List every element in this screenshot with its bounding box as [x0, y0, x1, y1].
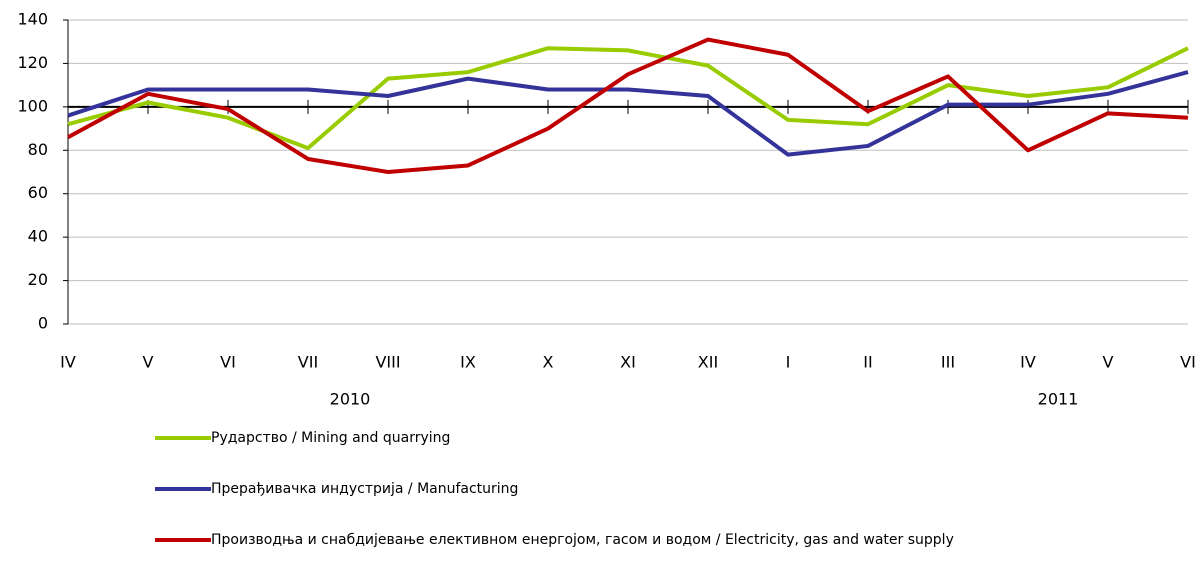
x-tick-label: II: [863, 353, 872, 372]
y-tick-label: 120: [17, 53, 48, 72]
x-tick-label: VI: [1180, 353, 1196, 372]
x-tick-label: X: [543, 353, 554, 372]
legend-item: Прерађивачка индустрија / Manufacturing: [155, 479, 1075, 499]
y-tick-label: 20: [28, 270, 48, 289]
x-tick-label: IX: [460, 353, 476, 372]
x-tick-label: XII: [698, 353, 718, 372]
y-tick-label: 100: [17, 96, 48, 115]
y-tick-label: 140: [17, 10, 48, 29]
legend-item: Рударство / Mining and quarrying: [155, 428, 1075, 448]
x-tick-label: XI: [620, 353, 636, 372]
x-tick-label: VIII: [375, 353, 400, 372]
legend-label: Рударство / Mining and quarrying: [211, 430, 451, 446]
x-tick-label: V: [1103, 353, 1114, 372]
legend-swatch: [155, 436, 211, 440]
series-line: [67, 37, 1189, 174]
x-tick-label: I: [786, 353, 791, 372]
x-tick-label: III: [941, 353, 955, 372]
legend-label: Прерађивачка индустрија / Manufacturing: [211, 481, 519, 497]
legend-item: Производња и снабдијевање елективном ене…: [155, 530, 1075, 550]
legend-swatch: [155, 538, 211, 542]
y-tick-label: 60: [28, 183, 48, 202]
x-tick-label: IV: [1020, 353, 1036, 372]
year-label: 2011: [1038, 390, 1079, 409]
year-label: 2010: [330, 390, 371, 409]
x-tick-label: V: [143, 353, 154, 372]
x-tick-label: VI: [220, 353, 236, 372]
series-line: [67, 70, 1189, 157]
x-tick-label: IV: [60, 353, 76, 372]
legend-swatch: [155, 487, 211, 491]
y-tick-label: 0: [38, 314, 48, 333]
x-tick-label: VII: [298, 353, 318, 372]
y-tick-label: 80: [28, 140, 48, 159]
y-tick-label: 40: [28, 227, 48, 246]
legend-label: Производња и снабдијевање елективном ене…: [211, 532, 954, 548]
